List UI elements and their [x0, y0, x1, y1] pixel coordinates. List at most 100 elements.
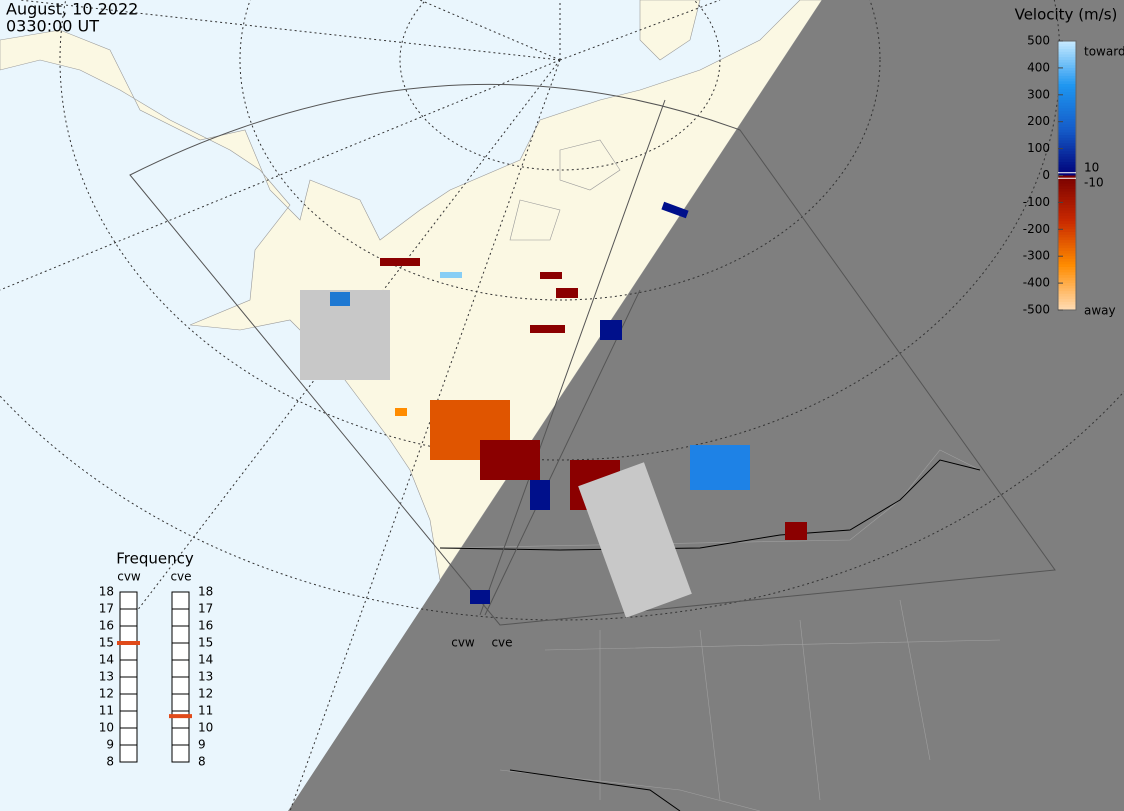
colorbar-swatch: [1058, 261, 1076, 265]
colorbar-swatch: [1058, 105, 1076, 109]
colorbar: 500 400 300 200 100 0 -100 -200 -300 -400 -500 10 -1…: [1023, 34, 1104, 317]
frequency-panel: cvw 8 9 10 11 12 13 14 15 16 17 18 cve 8 9 10 11 12 13 14 15…: [99, 570, 214, 769]
colorbar-swatch: [1058, 102, 1076, 107]
velocity-cells-part: [395, 408, 407, 416]
colorbar-swatch: [1058, 266, 1076, 271]
graticule-part: [399, 0, 721, 171]
colorbar-swatch: [1058, 186, 1076, 190]
colorbar-swatch: [1058, 175, 1076, 179]
frequency-tick-label: 12: [99, 687, 114, 701]
radar-label: cve: [491, 636, 512, 650]
frequency-tick-label: 15: [99, 636, 114, 650]
fov-outline: [129, 83, 1056, 626]
colorbar-swatch: [1058, 143, 1076, 147]
colorbar-swatch: [1058, 248, 1076, 252]
colorbar-swatch: [1058, 197, 1076, 201]
velocity-cells-part: [556, 288, 578, 298]
velocity-cells-part: [600, 320, 622, 340]
toward-label: toward: [1084, 45, 1124, 59]
radar-name: cve: [170, 570, 191, 584]
velocity-cells-part: [690, 445, 750, 490]
colorbar-swatch: [1058, 299, 1076, 303]
colorbar-swatch: [1058, 188, 1076, 193]
frequency-tick-label: 9: [198, 738, 206, 752]
colorbar-swatch: [1058, 245, 1076, 249]
colorbar-swatch: [1058, 81, 1076, 85]
velocity-cells-part: [440, 272, 462, 278]
frequency-tick-label: 8: [106, 755, 114, 769]
map-background-part: [439, 459, 981, 811]
colorbar-tick-label: -400: [1023, 276, 1050, 290]
colorbar-swatch: [1058, 156, 1076, 160]
colorbar-swatch: [1058, 113, 1076, 117]
colorbar-swatch: [1058, 132, 1076, 136]
colorbar-swatch: [1058, 70, 1076, 74]
colorbar-swatch: [1058, 272, 1076, 276]
colorbar-swatch: [1058, 148, 1076, 152]
colorbar-swatch: [1058, 183, 1076, 187]
graticule-part: [239, 0, 881, 301]
frequency-tick-label: 11: [198, 704, 213, 718]
velocity-cells-part: [578, 462, 692, 618]
colorbar-swatch: [1058, 94, 1076, 98]
frequency-tick-label: 16: [99, 619, 114, 633]
colorbar-swatch: [1058, 167, 1076, 171]
frequency-tick-label: 10: [198, 721, 213, 735]
colorbar-tick-label: -500: [1023, 303, 1050, 317]
colorbar-swatch: [1058, 170, 1076, 174]
colorbar-swatch: [1058, 73, 1076, 77]
colorbar-swatch: [1058, 145, 1076, 150]
colorbar-swatch: [1058, 221, 1076, 225]
frequency-tick-label: 18: [198, 585, 213, 599]
colorbar-tick-label: 500: [1027, 34, 1050, 48]
colorbar-swatch: [1058, 205, 1076, 209]
colorbar-swatch: [1058, 280, 1076, 284]
frequency-tick-label: 16: [198, 619, 213, 633]
colorbar-swatch: [1058, 231, 1076, 236]
colorbar-swatch: [1058, 51, 1076, 55]
colorbar-swatch: [1058, 49, 1076, 53]
colorbar-tick-label: 200: [1027, 114, 1050, 128]
velocity-cells-part: [470, 590, 490, 604]
graticule-part: [0, 0, 721, 811]
colorbar-swatch: [1058, 46, 1076, 50]
colorbar-swatch: [1058, 207, 1076, 211]
frequency-tick-label: 10: [99, 721, 114, 735]
away-label: away: [1084, 304, 1116, 318]
frequency-title: Frequency: [116, 550, 194, 568]
header: August, 10 2022 0330:00 UT Velocity (m/s…: [6, 0, 1124, 650]
colorbar-swatch: [1058, 121, 1076, 125]
colorbar-swatch: [1058, 135, 1076, 139]
colorbar-swatch: [1058, 215, 1076, 220]
frequency-tick-label: 14: [198, 653, 213, 667]
colorbar-swatch: [1058, 57, 1076, 61]
colorbar-swatch: [1058, 234, 1076, 238]
colorbar-swatch: [1058, 153, 1076, 158]
colorbar-swatch: [1058, 285, 1076, 289]
colorbar-swatch: [1058, 162, 1076, 166]
velocity-cells-part: [530, 480, 550, 510]
map-background-part: [0, 0, 823, 581]
colorbar-swatch: [1058, 159, 1076, 163]
colorbar-swatch: [1058, 180, 1076, 185]
colorbar-swatch: [1058, 140, 1076, 144]
velocity-cells-part: [661, 201, 689, 219]
colorbar-swatch: [1058, 116, 1076, 120]
colorbar-swatch: [1058, 119, 1076, 123]
colorbar-swatch: [1058, 86, 1076, 90]
colorbar-swatch: [1058, 229, 1076, 233]
frequency-tick-label: 17: [99, 602, 114, 616]
colorbar-swatch: [1058, 137, 1076, 142]
colorbar-swatch: [1058, 65, 1076, 69]
colorbar-inner-label: 10: [1084, 160, 1099, 174]
colorbar-swatch: [1058, 218, 1076, 222]
colorbar-tick-label: -300: [1023, 249, 1050, 263]
frequency-tick-label: 13: [99, 670, 114, 684]
colorbar-swatch: [1058, 62, 1076, 66]
colorbar-swatch: [1058, 84, 1076, 88]
colorbar-tick-label: 0: [1042, 168, 1050, 182]
colorbar-swatch: [1058, 202, 1076, 206]
velocity-cells-part: [480, 440, 540, 480]
colorbar-title: Velocity (m/s): [1015, 6, 1118, 24]
